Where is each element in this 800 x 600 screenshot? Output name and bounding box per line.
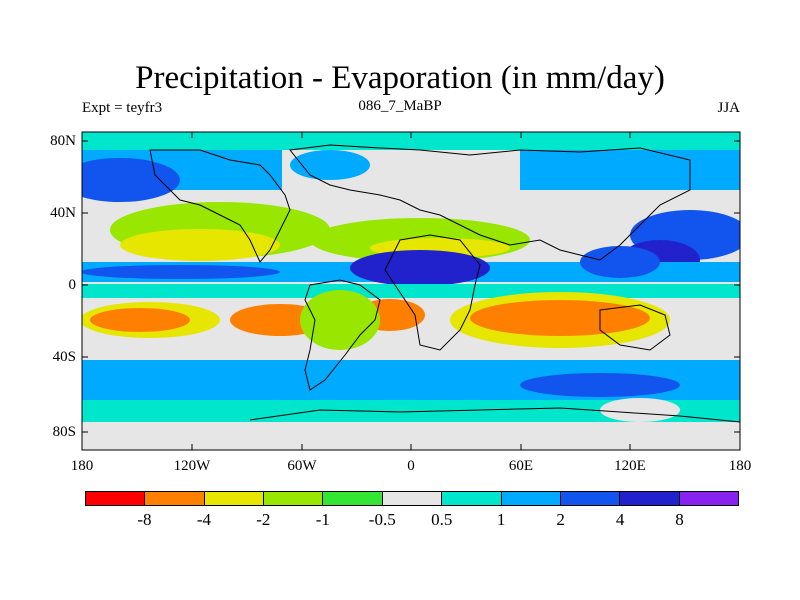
lon-ticks [191,132,631,450]
colorbar-segment [323,492,383,505]
coastlines [149,144,741,423]
period-label: 086_7_MaBP [358,98,442,114]
colorbar-label: -8 [137,510,152,529]
colorbar-label: -0.5 [368,510,396,529]
australia-outline [599,304,671,351]
lon-label-60e: 60E [508,458,534,474]
lat-label-40s: 40S [52,349,76,365]
colorbar-label: 4 [615,510,625,529]
lat-label-0: 0 [68,277,77,293]
south-america-outline [304,279,381,391]
southern-ocean-band [82,400,740,422]
itcz-asia-core [580,246,660,278]
lon-label-60w: 60W [287,458,317,474]
north-pacific-low [82,158,180,202]
lat-label-80s: 80S [52,424,76,440]
southern-indian-storm [520,373,680,397]
lon-label-180w: 180 [70,458,94,474]
lon-label-120w: 120W [173,458,211,474]
colorbar-label: 2 [556,510,565,529]
africa-outline [384,234,481,351]
colorbar-segment [86,492,146,505]
colorbar-label: 0.5 [431,510,453,529]
lon-label-120e: 120E [614,458,646,474]
season-label: JJA [717,100,740,116]
colorbar-segment [620,492,680,505]
colorbar-segment [264,492,324,505]
colorbar-label: -4 [196,510,211,529]
colorbar-segment [145,492,205,505]
north-subtropics-dry [120,229,280,261]
lon-label-0: 0 [407,458,415,474]
arctic-band [82,132,740,150]
colorbar-segment [501,492,561,505]
lat-label-40n: 40N [50,205,76,221]
colorbar-segment [442,492,502,505]
lon-label-180e: 180 [728,458,752,474]
indian-ocean-dry [470,300,650,336]
south-pacific-dry-core [90,308,190,332]
itcz-pacific-core [82,265,280,279]
colorbar-segment [382,492,443,505]
colorbar [85,491,739,506]
lat-label-80n: 80N [50,133,76,149]
equatorial-band [82,284,740,298]
lat-ticks [82,140,740,433]
colorbar-segment [679,492,738,505]
colorbar-label: 1 [496,510,506,529]
colorbar-segment [204,492,265,505]
north-atlantic-band [290,150,370,180]
antarctic-grey [600,398,680,422]
colorbar-label: -1 [315,510,330,529]
colorbar-segment [560,492,621,505]
north-america-outline [149,149,291,263]
north-pacific-east-band [520,150,740,190]
itcz-africa-core [350,250,490,286]
antarctica-outline [249,407,741,423]
colorbar-label: 8 [675,510,684,529]
map-field [82,132,740,450]
colorbar-label: -2 [256,510,271,529]
map-title: Precipitation - Evaporation (in mm/day) [135,60,665,96]
eurasia-outline [289,144,691,261]
experiment-label: Expt = teyfr3 [82,100,163,116]
